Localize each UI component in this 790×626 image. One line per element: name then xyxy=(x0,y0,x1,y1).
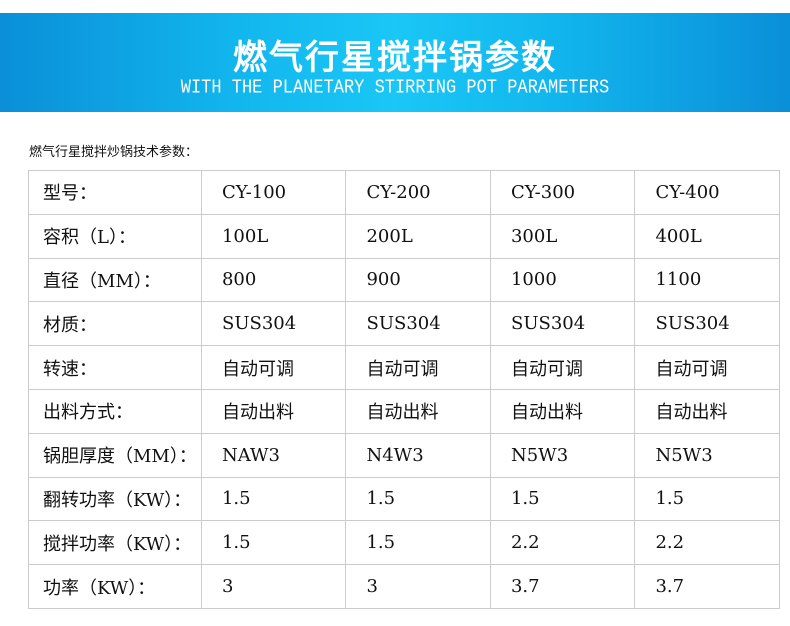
table-cell: 自动可调 xyxy=(489,345,636,390)
table-cell: 自动出料 xyxy=(634,388,780,434)
table-cell: SUS304 xyxy=(345,301,491,347)
table-cell: 1.5 xyxy=(489,476,636,522)
table-row: 锅胆厚度（MM）： NAW3 N4W3 N5W3 N5W3 xyxy=(28,432,780,478)
table-cell: 100L xyxy=(200,213,347,259)
table-cell: CY-100 xyxy=(200,170,347,215)
table-cell: 自动出料 xyxy=(200,388,347,434)
table-cell: 自动可调 xyxy=(200,345,347,390)
table-cell: SUS304 xyxy=(489,301,636,347)
table-cell: 3 xyxy=(345,564,491,609)
header-banner: 燃气行星搅拌锅参数 WITH THE PLANETARY STIRRING PO… xyxy=(0,13,790,112)
table-cell: 1.5 xyxy=(200,520,347,566)
table-cell: 1.5 xyxy=(345,476,491,522)
row-label: 锅胆厚度（MM）： xyxy=(28,432,202,478)
table-cell: 200L xyxy=(345,213,491,259)
parameters-table: 型号： CY-100 CY-200 CY-300 CY-400 容积（L）： 100L 200… xyxy=(28,170,780,609)
row-label: 搅拌功率（KW）： xyxy=(28,520,202,566)
table-cell: 3.7 xyxy=(634,564,780,609)
table-cell: 自动出料 xyxy=(489,388,636,434)
table-cell: NAW3 xyxy=(200,432,347,478)
table-cell: 1.5 xyxy=(345,520,491,566)
row-label: 型号： xyxy=(28,170,202,215)
table-cell: 400L xyxy=(634,213,780,259)
table-cell: 1.5 xyxy=(634,476,780,522)
row-label: 翻转功率（KW）： xyxy=(28,476,202,522)
table-row: 搅拌功率（KW）： 1.5 1.5 2.2 2.2 xyxy=(28,520,780,566)
table-cell: 自动出料 xyxy=(345,388,491,434)
table-cell: 3 xyxy=(200,564,347,609)
table-cell: N5W3 xyxy=(489,432,636,478)
table-cell: N4W3 xyxy=(345,432,491,478)
table-cell: 自动可调 xyxy=(345,345,491,390)
table-row: 材质： SUS304 SUS304 SUS304 SUS304 xyxy=(28,301,780,347)
banner-title: 燃气行星搅拌锅参数 xyxy=(233,38,557,78)
table-cell: 900 xyxy=(345,257,491,303)
table-cell: 3.7 xyxy=(489,564,636,609)
table-row: 翻转功率（KW）： 1.5 1.5 1.5 1.5 xyxy=(28,476,780,522)
row-label: 功率（KW）： xyxy=(28,564,202,609)
banner-subtitle: WITH THE PLANETARY STIRRING POT PARAMETE… xyxy=(180,77,610,100)
table-cell: 800 xyxy=(200,257,347,303)
table-row: 型号： CY-100 CY-200 CY-300 CY-400 xyxy=(28,170,780,215)
table-cell: SUS304 xyxy=(634,301,780,347)
row-label: 直径（MM）： xyxy=(28,257,202,303)
row-label: 容积（L）： xyxy=(28,213,202,259)
table-cell: 1.5 xyxy=(200,476,347,522)
row-label: 出料方式： xyxy=(28,388,202,434)
table-row: 转速： 自动可调 自动可调 自动可调 自动可调 xyxy=(28,345,780,390)
table-cell: CY-400 xyxy=(634,170,780,215)
table-row: 直径（MM）： 800 900 1000 1100 xyxy=(28,257,780,303)
table-cell: 2.2 xyxy=(489,520,636,566)
table-row: 出料方式： 自动出料 自动出料 自动出料 自动出料 xyxy=(28,388,780,434)
table-cell: 1000 xyxy=(489,257,636,303)
table-cell: 2.2 xyxy=(634,520,780,566)
table-cell: N5W3 xyxy=(634,432,780,478)
table-cell: CY-200 xyxy=(345,170,491,215)
table-cell: 300L xyxy=(489,213,636,259)
row-label: 转速： xyxy=(28,345,202,390)
table-cell: 自动可调 xyxy=(634,345,780,390)
table-row: 功率（KW）： 3 3 3.7 3.7 xyxy=(28,564,780,609)
table-cell: 1100 xyxy=(634,257,780,303)
table-cell: CY-300 xyxy=(489,170,636,215)
table-cell: SUS304 xyxy=(200,301,347,347)
table-row: 容积（L）： 100L 200L 300L 400L xyxy=(28,213,780,259)
table-caption: 燃气行星搅拌炒锅技术参数： xyxy=(29,145,199,160)
row-label: 材质： xyxy=(28,301,202,347)
